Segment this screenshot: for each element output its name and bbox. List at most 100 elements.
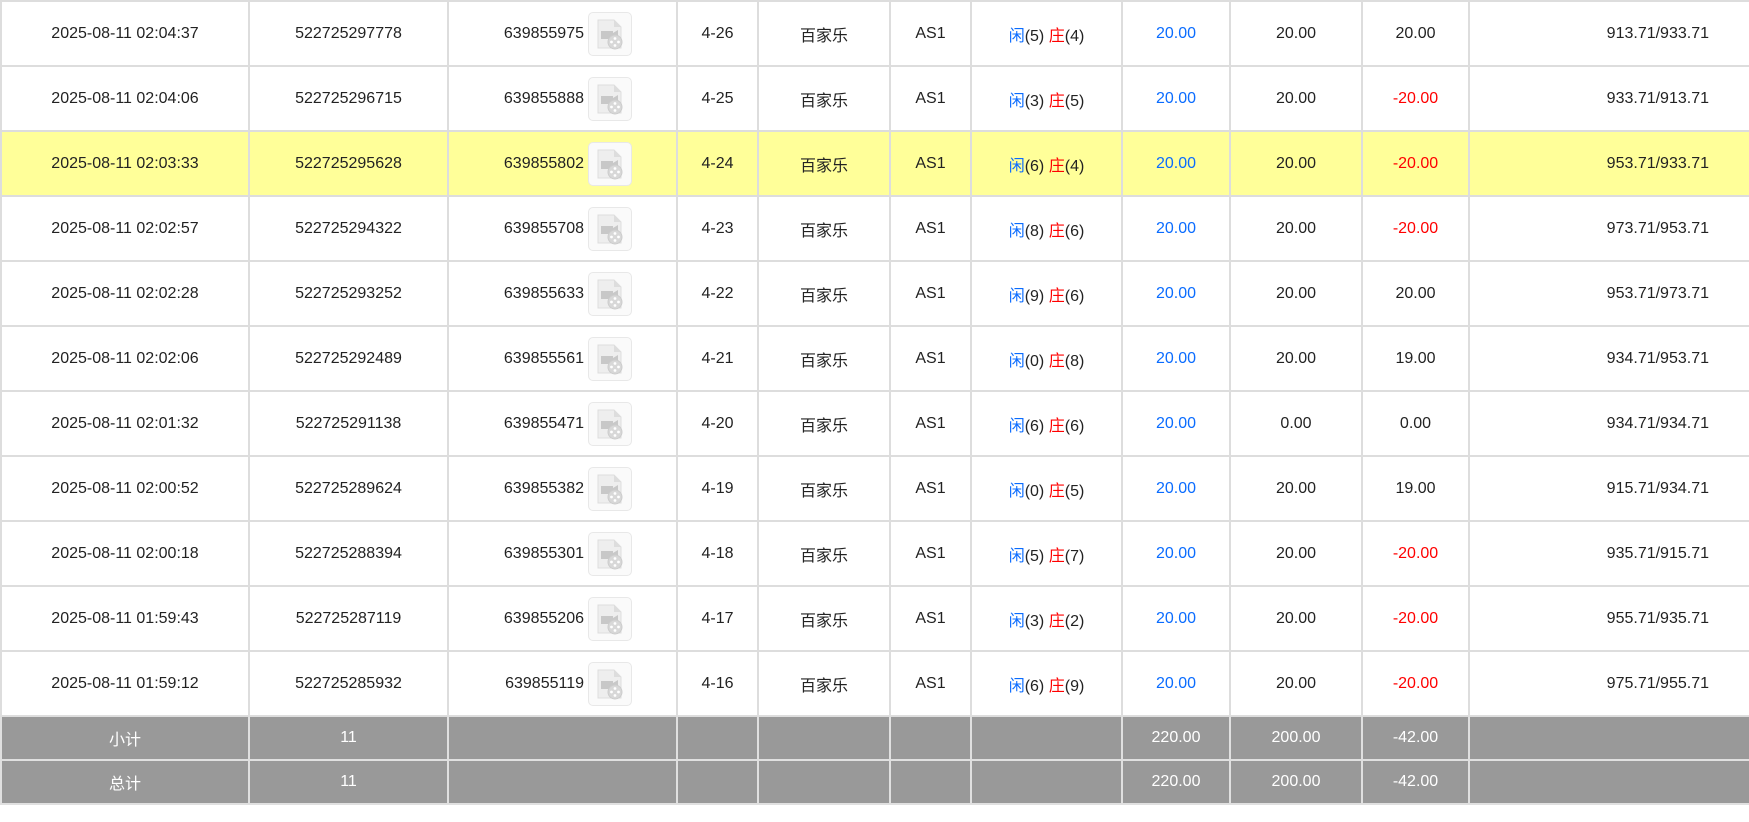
bet-time: 2025-08-11 02:03:33	[0, 130, 250, 197]
table-name: AS1	[889, 195, 972, 262]
bet-amount: 20.00	[1121, 650, 1231, 717]
win-loss: 0.00	[1361, 390, 1470, 457]
balance-change: 975.71/955.71	[1468, 650, 1749, 717]
game-id: 639855301	[503, 544, 584, 562]
shoe-round: 4-18	[676, 520, 759, 587]
valid-bet: 20.00	[1229, 520, 1363, 587]
replay-video-button[interactable]	[588, 531, 632, 576]
banker-points: (5)	[1064, 92, 1085, 110]
bet-id: 522725285932	[248, 650, 449, 717]
bet-time: 2025-08-11 01:59:43	[0, 585, 250, 652]
game-type: 百家乐	[757, 130, 891, 197]
game-type: 百家乐	[757, 260, 891, 327]
game-id-cell: 639855471	[447, 390, 678, 457]
game-type: 百家乐	[757, 650, 891, 717]
balance-change: 934.71/934.71	[1468, 390, 1749, 457]
result: 闲(3) 庄(2)	[970, 585, 1123, 652]
table-name: AS1	[889, 455, 972, 522]
game-id-cell: 639855561	[447, 325, 678, 392]
video-file-icon	[597, 149, 623, 179]
table-row: 2025-08-11 02:03:33 522725295628 639855802…	[0, 130, 1749, 197]
bet-id: 522725295628	[248, 130, 449, 197]
banker-label: 庄	[1048, 352, 1065, 370]
replay-video-button[interactable]	[588, 466, 632, 511]
replay-video-button[interactable]	[588, 76, 632, 121]
player-label: 闲	[1008, 157, 1025, 175]
win-loss: -20.00	[1361, 130, 1470, 197]
summary-valid: 200.00	[1229, 759, 1363, 805]
player-points: (0)	[1024, 352, 1045, 370]
table-row: 2025-08-11 02:04:06 522725296715 639855888…	[0, 65, 1749, 132]
game-id: 639855975	[503, 24, 584, 42]
table-name: AS1	[889, 520, 972, 587]
result: 闲(6) 庄(4)	[970, 130, 1123, 197]
player-label: 闲	[1008, 677, 1025, 695]
bet-records-table: 2025-08-11 02:04:37 522725297778 639855975…	[0, 0, 1749, 805]
subtotal-row: 小计 11 220.00 200.00 -42.00	[0, 715, 1749, 761]
game-id: 639855708	[503, 219, 584, 237]
shoe-round: 4-25	[676, 65, 759, 132]
table-name: AS1	[889, 585, 972, 652]
bet-id: 522725297778	[248, 0, 449, 67]
game-id: 639855382	[503, 479, 584, 497]
video-file-icon	[597, 279, 623, 309]
bet-time: 2025-08-11 02:04:06	[0, 65, 250, 132]
win-loss: -20.00	[1361, 585, 1470, 652]
player-label: 闲	[1008, 92, 1025, 110]
bet-amount: 20.00	[1121, 65, 1231, 132]
win-loss: 20.00	[1361, 260, 1470, 327]
player-points: (6)	[1024, 677, 1045, 695]
banker-points: (7)	[1064, 547, 1085, 565]
banker-label: 庄	[1048, 547, 1065, 565]
game-id: 639855802	[503, 154, 584, 172]
replay-video-button[interactable]	[588, 596, 632, 641]
bet-id: 522725292489	[248, 325, 449, 392]
table-row: 2025-08-11 01:59:43 522725287119 639855206…	[0, 585, 1749, 652]
bet-time: 2025-08-11 02:00:52	[0, 455, 250, 522]
game-id: 639855471	[503, 414, 584, 432]
player-label: 闲	[1008, 222, 1025, 240]
banker-points: (5)	[1064, 482, 1085, 500]
bet-time: 2025-08-11 02:02:28	[0, 260, 250, 327]
valid-bet: 0.00	[1229, 390, 1363, 457]
summary-win: -42.00	[1361, 759, 1470, 805]
video-file-icon	[597, 474, 623, 504]
valid-bet: 20.00	[1229, 65, 1363, 132]
valid-bet: 20.00	[1229, 260, 1363, 327]
video-file-icon	[597, 604, 623, 634]
replay-video-button[interactable]	[588, 336, 632, 381]
player-label: 闲	[1008, 287, 1025, 305]
game-type: 百家乐	[757, 65, 891, 132]
game-type: 百家乐	[757, 390, 891, 457]
banker-points: (6)	[1064, 417, 1085, 435]
banker-label: 庄	[1048, 677, 1065, 695]
table-name: AS1	[889, 325, 972, 392]
replay-video-button[interactable]	[588, 271, 632, 316]
balance-change: 934.71/953.71	[1468, 325, 1749, 392]
replay-video-button[interactable]	[588, 206, 632, 251]
video-file-icon	[597, 669, 623, 699]
player-points: (3)	[1024, 92, 1045, 110]
table-row: 2025-08-11 02:04:37 522725297778 639855975…	[0, 0, 1749, 67]
banker-points: (6)	[1064, 287, 1085, 305]
player-points: (5)	[1024, 27, 1045, 45]
game-type: 百家乐	[757, 520, 891, 587]
bet-amount: 20.00	[1121, 325, 1231, 392]
replay-video-button[interactable]	[588, 401, 632, 446]
video-file-icon	[597, 84, 623, 114]
bet-time: 2025-08-11 02:02:06	[0, 325, 250, 392]
balance-change: 913.71/933.71	[1468, 0, 1749, 67]
replay-video-button[interactable]	[588, 11, 632, 56]
win-loss: -20.00	[1361, 65, 1470, 132]
player-points: (3)	[1024, 612, 1045, 630]
game-id: 639855561	[503, 349, 584, 367]
replay-video-button[interactable]	[588, 141, 632, 186]
player-points: (9)	[1024, 287, 1045, 305]
game-id: 639855206	[503, 609, 584, 627]
game-id: 639855633	[503, 284, 584, 302]
table-name: AS1	[889, 130, 972, 197]
result: 闲(6) 庄(6)	[970, 390, 1123, 457]
banker-label: 庄	[1048, 157, 1065, 175]
summary-bet: 220.00	[1121, 715, 1231, 761]
replay-video-button[interactable]	[588, 661, 632, 706]
